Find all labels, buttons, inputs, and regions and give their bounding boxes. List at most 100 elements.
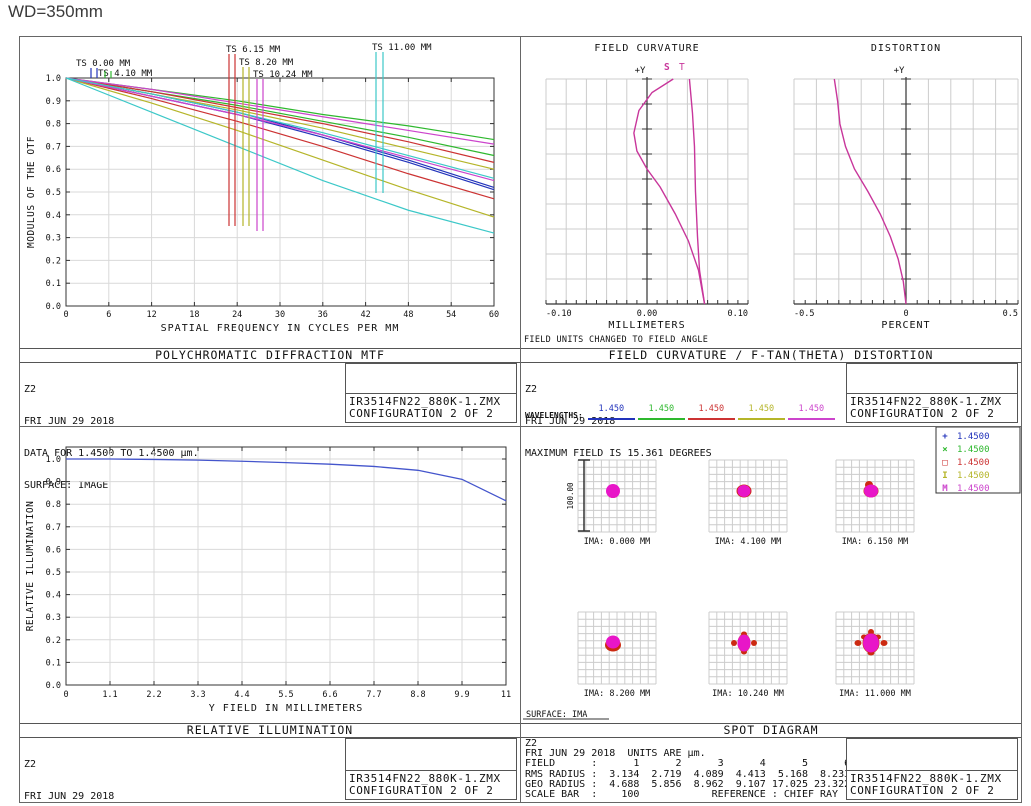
field-curvature-distortion-plot: FIELD CURVATURE +Y -0.10 0.00 0.10 MILLIMETER…: [545, 43, 1019, 331]
svg-text:0.5: 0.5: [46, 188, 61, 198]
svg-text:0.8: 0.8: [46, 120, 61, 130]
info-line: DATA FOR 1.4500 TO 1.4500 µm.: [24, 447, 199, 459]
spot-info-section: Z2 FRI JUN 29 2018 UNITS ARE µm. FIELD :…: [521, 738, 1021, 803]
panel-spot-diagram: IMA: 0.000 MM IMA: 4.100 MM IMA: 6.150 MM I…: [520, 426, 1021, 803]
svg-text:0: 0: [903, 309, 908, 319]
info-line: FRI JUN 29 2018: [24, 790, 115, 802]
svg-text:T: T: [679, 62, 685, 73]
svg-text:1.0: 1.0: [46, 74, 61, 84]
file-box-empty-cell: [847, 364, 1017, 393]
fc-info-section: Z2 FRI JUN 29 2018 MAXIMUM FIELD IS 15.3…: [521, 363, 1021, 458]
configuration-label: CONFIGURATION 2 OF 2: [349, 407, 494, 420]
svg-text:IMA: 4.100 MM: IMA: 4.100 MM: [715, 537, 782, 547]
file-box-empty-cell: [847, 739, 1017, 770]
svg-text:1.4500: 1.4500: [957, 484, 990, 494]
svg-text:6.6: 6.6: [322, 690, 337, 700]
svg-text:0.3: 0.3: [46, 234, 61, 244]
file-box-empty-cell: [346, 739, 516, 770]
spot-info-table: Z2 FRI JUN 29 2018 UNITS ARE µm. FIELD :…: [525, 738, 851, 801]
svg-text:0.0: 0.0: [46, 681, 61, 691]
svg-text:36: 36: [318, 310, 328, 320]
svg-text:IMA: 0.000 MM: IMA: 0.000 MM: [584, 537, 651, 547]
svg-text:TS 4.10 MM: TS 4.10 MM: [98, 69, 153, 79]
svg-text:SPATIAL FREQUENCY IN CYCLES PE: SPATIAL FREQUENCY IN CYCLES PER MM: [161, 323, 400, 334]
wavelengths-row: WAVELENGTHS: 1.450 1.450 1.450 1.450 1.450: [525, 396, 835, 420]
svg-text:6: 6: [106, 310, 111, 320]
svg-text:PERCENT: PERCENT: [881, 320, 930, 331]
mtf-plot: 0 6 12 18 24 30 36 42 48 54 60 0.0 0.1 0.2 0.3 0.4 0.5 0.…: [26, 43, 499, 334]
info-line: FRI JUN 29 2018: [24, 415, 115, 427]
svg-text:Y FIELD IN MILLIMETERS: Y FIELD IN MILLIMETERS: [209, 703, 363, 714]
svg-text:+Y: +Y: [894, 66, 905, 76]
svg-text:18: 18: [189, 310, 199, 320]
svg-text:+Y: +Y: [635, 66, 646, 76]
wavelength-entry: 1.450: [687, 405, 735, 420]
svg-text:0.4: 0.4: [46, 591, 61, 601]
svg-text:0.1: 0.1: [46, 279, 61, 289]
panel-mtf: 0 6 12 18 24 30 36 42 48 54 60 0.0 0.1 0.2 0.3 0.4 0.5 0.…: [20, 37, 520, 490]
svg-text:5.5: 5.5: [278, 690, 293, 700]
svg-text:0.10: 0.10: [728, 309, 748, 319]
svg-text:9.9: 9.9: [454, 690, 469, 700]
info-line: SURFACE: IMAGE: [24, 479, 109, 491]
info-line: MAXIMUM FIELD IS 15.361 DEGREES: [525, 447, 712, 459]
svg-text:×: ×: [942, 445, 947, 455]
svg-text:0.5: 0.5: [46, 568, 61, 578]
file-box-name-cell: IR3514FN22_880K-1.ZMX CONFIGURATION 2 OF…: [847, 770, 1017, 799]
svg-text:11: 11: [501, 690, 511, 700]
file-box-name-cell: IR3514FN22_880K-1.ZMX CONFIGURATION 2 OF…: [346, 393, 516, 422]
svg-text:-0.10: -0.10: [546, 309, 572, 319]
svg-text:1.4500: 1.4500: [957, 471, 990, 481]
svg-text:□: □: [942, 458, 948, 468]
svg-text:+: +: [942, 432, 948, 442]
svg-text:SURFACE: IMA: SURFACE: IMA: [526, 710, 587, 720]
info-line: Z2: [24, 384, 37, 396]
svg-text:3.3: 3.3: [190, 690, 205, 700]
page-title: WD=350mm: [8, 2, 103, 21]
svg-text:0.7: 0.7: [46, 523, 61, 533]
lens-file-name: IR3514FN22_880K-1.ZMX: [850, 772, 1002, 785]
svg-text:0.5: 0.5: [1003, 309, 1018, 319]
svg-text:1.4500: 1.4500: [957, 432, 990, 442]
svg-text:IMA: 6.150 MM: IMA: 6.150 MM: [842, 537, 909, 547]
panel-relative-illumination: 0 1.1 2.2 3.3 4.4 5.5 6.6 7.7 8.8 9.9 11 0.0 0.1 0.2 0…: [20, 426, 520, 803]
lens-file-name: IR3514FN22_880K-1.ZMX: [349, 772, 501, 785]
svg-text:0.7: 0.7: [46, 142, 61, 152]
wavelength-entry: 1.450: [737, 405, 785, 420]
lens-file-name: IR3514FN22_880K-1.ZMX: [349, 395, 501, 408]
svg-text:1.0: 1.0: [46, 455, 61, 465]
svg-text:0.8: 0.8: [46, 500, 61, 510]
svg-text:1.4500: 1.4500: [957, 458, 990, 468]
svg-text:8.8: 8.8: [410, 690, 425, 700]
svg-text:100.00: 100.00: [566, 482, 575, 510]
configuration-label: CONFIGURATION 2 OF 2: [349, 784, 494, 797]
ri-info-section: Z2 FRI JUN 29 2018 WAVELENGTH: 1.450000 …: [20, 738, 520, 803]
wavelength-entry: 1.450: [787, 405, 835, 420]
svg-text:1.1: 1.1: [102, 690, 117, 700]
mtf-info-lines: Z2 FRI JUN 29 2018 DATA FOR 1.4500 TO 1.…: [24, 364, 199, 512]
svg-text:0.2: 0.2: [46, 636, 61, 646]
file-box-name-cell: IR3514FN22_880K-1.ZMX CONFIGURATION 2 OF…: [847, 393, 1017, 422]
svg-text:0.9: 0.9: [46, 478, 61, 488]
spot-diagram-plot: IMA: 0.000 MM IMA: 4.100 MM IMA: 6.150 MM I…: [523, 427, 1021, 720]
svg-text:IMA: 8.200 MM: IMA: 8.200 MM: [584, 689, 651, 699]
svg-text:2.2: 2.2: [146, 690, 161, 700]
file-box: IR3514FN22_880K-1.ZMX CONFIGURATION 2 OF…: [846, 363, 1018, 423]
svg-text:MODULUS OF THE OTF: MODULUS OF THE OTF: [26, 136, 37, 248]
svg-text:0.1: 0.1: [46, 658, 61, 668]
svg-text:S: S: [664, 62, 670, 73]
svg-text:48: 48: [403, 310, 413, 320]
svg-text:RELATIVE ILLUMINATION: RELATIVE ILLUMINATION: [25, 501, 36, 632]
svg-text:0.3: 0.3: [46, 613, 61, 623]
field-units-note: FIELD UNITS CHANGED TO FIELD ANGLE: [524, 335, 709, 345]
svg-text:TS 8.20 MM: TS 8.20 MM: [239, 58, 294, 68]
panel-field-curvature-distortion: FIELD CURVATURE +Y -0.10 0.00 0.10 MILLIMETER…: [520, 37, 1021, 458]
file-box: IR3514FN22_880K-1.ZMX CONFIGURATION 2 OF…: [846, 738, 1018, 800]
svg-text:0.4: 0.4: [46, 211, 61, 221]
wavelengths-entries: 1.450 1.450 1.450 1.450 1.450: [585, 396, 835, 420]
wavelength-entry: 1.450: [637, 405, 685, 420]
ri-info-lines: Z2 FRI JUN 29 2018 WAVELENGTH: 1.450000 …: [24, 739, 162, 806]
fc-info-lines: Z2 FRI JUN 29 2018 MAXIMUM FIELD IS 15.3…: [525, 364, 712, 481]
lens-file-name: IR3514FN22_880K-1.ZMX: [850, 395, 1002, 408]
